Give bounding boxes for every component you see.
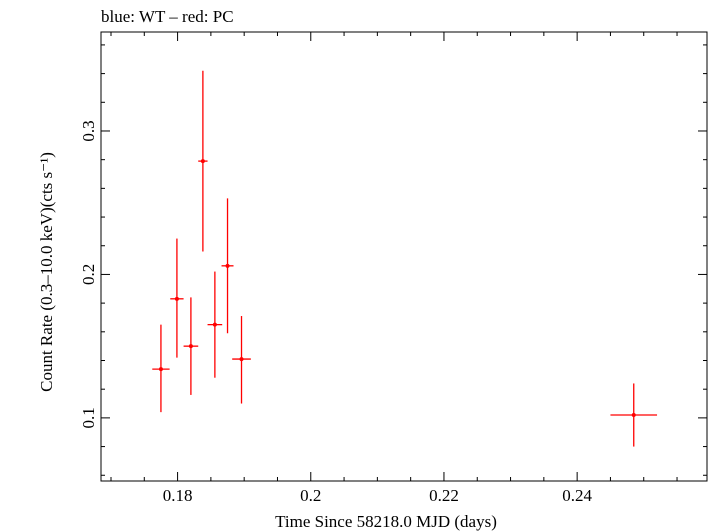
plot-frame [100, 31, 708, 482]
x-tick-label: 0.22 [429, 486, 459, 505]
x-tick-label: 0.18 [163, 486, 193, 505]
data-point [610, 383, 658, 447]
y-tick-label: 0.1 [79, 407, 98, 428]
x-axis-label: Time Since 58218.0 MJD (days) [275, 512, 497, 531]
y-axis-label: Count Rate (0.3–10.0 keV)(cts s⁻¹) [37, 152, 56, 392]
chart-title: blue: WT – red: PC [101, 7, 234, 26]
data-point [170, 238, 184, 358]
data-points [152, 70, 658, 447]
y-tick-label: 0.2 [79, 264, 98, 285]
data-point [198, 70, 208, 252]
point-marker [225, 263, 230, 268]
point-marker [212, 322, 217, 327]
point-marker [200, 159, 205, 164]
point-marker [158, 367, 163, 372]
x-axis: 0.18 0.2 0.22 0.24 [110, 32, 678, 505]
x-tick-label: 0.24 [562, 486, 592, 505]
x-tick-label: 0.2 [300, 486, 321, 505]
point-marker [188, 344, 193, 349]
y-tick-label: 0.3 [79, 120, 98, 141]
y-axis: 0.1 0.2 0.3 [79, 44, 707, 476]
data-point [152, 324, 170, 413]
data-point [232, 316, 251, 404]
point-marker [239, 357, 244, 362]
data-point [183, 297, 199, 395]
point-marker [631, 413, 636, 418]
point-marker [174, 296, 179, 301]
data-point [207, 271, 223, 378]
data-point [221, 198, 234, 334]
